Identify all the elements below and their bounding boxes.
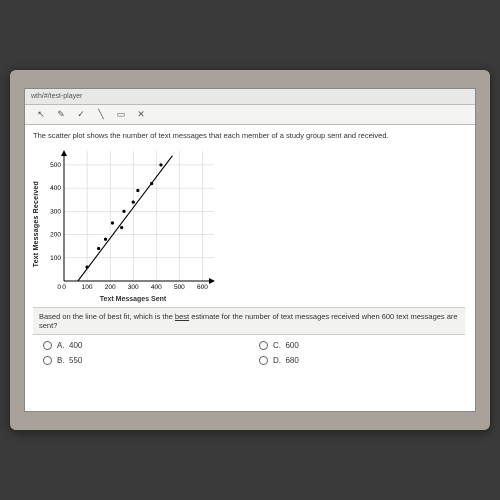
radio-icon — [43, 356, 52, 365]
svg-text:300: 300 — [50, 208, 61, 215]
svg-text:500: 500 — [174, 284, 185, 291]
svg-text:0: 0 — [62, 284, 66, 291]
answer-d[interactable]: D. 680 — [259, 356, 455, 365]
svg-text:200: 200 — [50, 231, 61, 238]
svg-text:100: 100 — [82, 284, 93, 291]
answer-b[interactable]: B. 550 — [43, 356, 239, 365]
pointer-icon[interactable]: ↖ — [35, 109, 47, 121]
question-prefix: Based on the line of best fit, which is … — [39, 312, 175, 321]
prompt-text: The scatter plot shows the number of tex… — [33, 131, 465, 141]
radio-icon — [259, 356, 268, 365]
rect-icon[interactable]: ▭ — [115, 109, 127, 121]
answer-a[interactable]: A. 400 — [43, 341, 239, 350]
radio-icon — [43, 341, 52, 350]
url-text: wth/#/test-player — [31, 93, 82, 100]
chart-svg: 0 100 200 300 400 500 600 100 200 300 400 500 0 — [42, 145, 224, 295]
svg-text:0: 0 — [57, 284, 61, 291]
line-icon[interactable]: ╲ — [95, 109, 107, 121]
answer-c[interactable]: C. 600 — [259, 341, 455, 350]
check-icon[interactable]: ✓ — [75, 109, 87, 121]
clear-icon[interactable]: ✕ — [135, 109, 147, 121]
question-text: Based on the line of best fit, which is … — [33, 307, 465, 335]
svg-text:100: 100 — [50, 255, 61, 262]
radio-icon — [259, 341, 268, 350]
svg-text:200: 200 — [105, 284, 116, 291]
y-axis-label: Text Messages Received — [33, 181, 40, 267]
photo-frame: wth/#/test-player ↖ ✎ ✓ ╲ ▭ ✕ The scatte… — [10, 70, 490, 430]
browser-screen: wth/#/test-player ↖ ✎ ✓ ╲ ▭ ✕ The scatte… — [24, 88, 476, 412]
pencil-icon[interactable]: ✎ — [55, 109, 67, 121]
answer-grid: A. 400 C. 600 B. 550 D. 680 — [33, 335, 465, 371]
x-axis-label: Text Messages Sent — [100, 296, 166, 303]
scatter-chart: Text Messages Received 0 100 200 300 400 500 6… — [33, 145, 465, 303]
svg-text:400: 400 — [151, 284, 162, 291]
svg-text:600: 600 — [197, 284, 208, 291]
url-bar[interactable]: wth/#/test-player — [25, 89, 475, 105]
svg-text:300: 300 — [128, 284, 139, 291]
svg-text:400: 400 — [50, 185, 61, 192]
drawing-toolbar: ↖ ✎ ✓ ╲ ▭ ✕ — [25, 105, 475, 125]
svg-text:500: 500 — [50, 162, 61, 169]
question-underlined: best — [175, 312, 189, 321]
question-content: The scatter plot shows the number of tex… — [25, 125, 475, 411]
